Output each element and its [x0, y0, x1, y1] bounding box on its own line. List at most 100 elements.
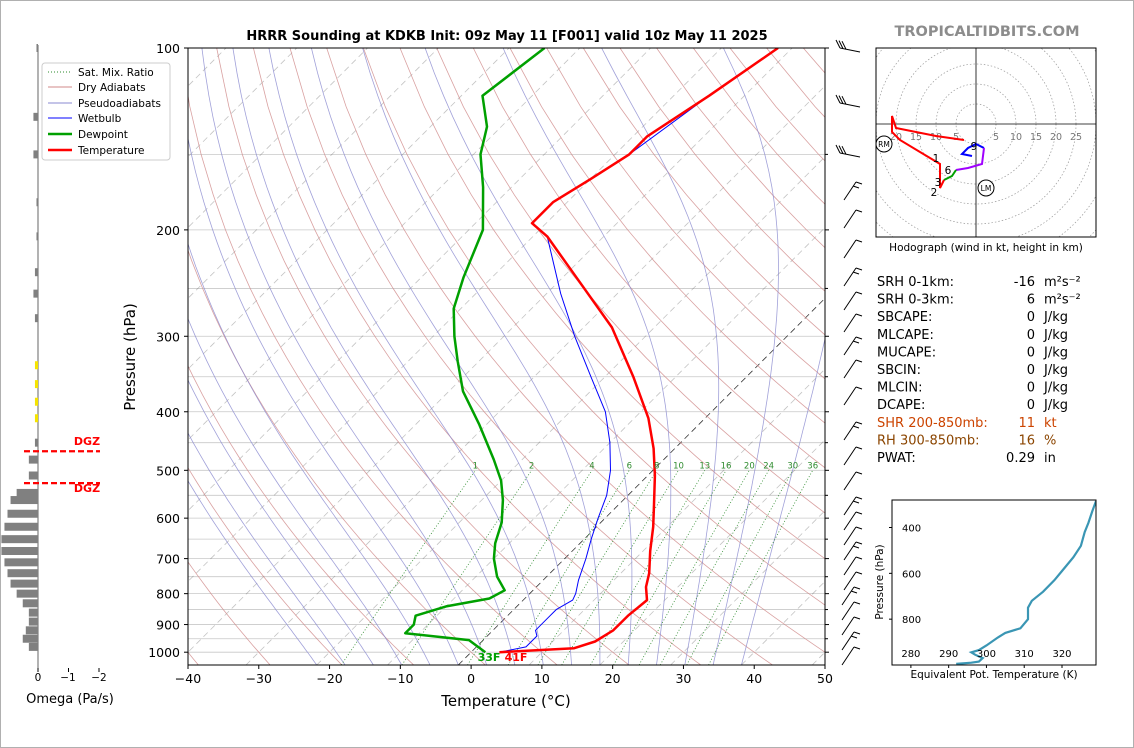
pseudoadiabat: [188, 480, 318, 665]
index-label: RH 300-850mb:: [877, 433, 980, 448]
wind-barb: [841, 631, 861, 651]
index-value: 0: [1027, 381, 1035, 396]
pseudoadiabat: [188, 317, 403, 665]
y-tick-label: 600: [156, 511, 180, 526]
mixing-ratio-line: [708, 470, 814, 665]
theta-e-ylabel: Pressure (hPa): [874, 544, 886, 619]
pseudoadiabat: [712, 48, 779, 665]
skewt-legend: Sat. Mix. Ratio Dry Adiabats Pseudoadiab…: [41, 62, 171, 161]
pseudoadiabat: [188, 136, 459, 665]
omega-bar: [4, 558, 38, 567]
hodograph-ring-label: 10: [930, 132, 942, 143]
omega-bar: [1, 535, 38, 544]
wind-barb: [843, 209, 863, 229]
wind-barb: [843, 386, 863, 406]
index-label: SHR 200-850mb:: [877, 416, 988, 431]
legend-label: Temperature: [77, 145, 145, 157]
omega-xtick: −1: [60, 672, 75, 684]
mixing-ratio-label: 4: [589, 461, 594, 471]
omega-bar: [34, 438, 38, 447]
hodograph-caption: Hodograph (wind in kt, height in km): [889, 242, 1083, 254]
y-tick-label: 900: [156, 618, 180, 633]
omega-bar: [28, 617, 38, 626]
theta-e-profile: [956, 500, 1096, 665]
omega-bar: [1, 546, 38, 555]
wind-barb: [843, 421, 863, 441]
wind-barb: [843, 291, 863, 311]
index-value: 6: [1027, 293, 1035, 308]
omega-bar: [16, 589, 38, 598]
dewpoint-profile: [403, 48, 546, 654]
wind-barb: [835, 144, 861, 158]
hodograph-height-label: 3: [935, 177, 942, 189]
index-unit: m²s⁻²: [1044, 293, 1081, 308]
mixing-ratio-label: 13: [699, 461, 710, 471]
pseudoadiabat: [362, 48, 601, 665]
isotherm: [458, 297, 825, 665]
dry-adiabat: [188, 249, 486, 665]
isotherm: [245, 85, 825, 665]
dry-adiabat: [326, 48, 825, 653]
y-tick-label: 1000: [148, 645, 180, 660]
hodograph-height-label: 6: [945, 165, 952, 177]
hodograph-ring-label: 20: [890, 132, 902, 143]
pseudoadiabat: [502, 48, 672, 665]
y-tick-label: 400: [156, 405, 180, 420]
index-unit: J/kg: [1043, 310, 1068, 325]
dry-adiabat: [216, 48, 630, 665]
index-unit: J/kg: [1043, 328, 1068, 343]
legend-label: Sat. Mix. Ratio: [78, 67, 154, 79]
index-unit: kt: [1044, 416, 1057, 431]
index-label: SRH 0-3km:: [877, 293, 954, 308]
index-value: 0: [1027, 310, 1035, 325]
index-unit: m²s⁻²: [1044, 275, 1081, 290]
x-tick-label: 0: [467, 671, 475, 686]
skewt-background-lines: [188, 48, 825, 665]
pseudoadiabat: [424, 48, 633, 665]
omega-bar: [28, 608, 38, 617]
omega-bar: [16, 488, 38, 497]
mixing-ratio-line: [561, 470, 679, 665]
dry-adiabat: [472, 48, 825, 469]
omega-bar: [10, 496, 39, 505]
y-tick-label: 200: [156, 223, 180, 238]
omega-xtick: −2: [91, 672, 106, 684]
omega-xlabel: Omega (Pa/s): [26, 692, 114, 707]
wind-barb: [843, 471, 863, 491]
index-value: 0.29: [1006, 451, 1035, 466]
x-tick-label: 20: [605, 671, 621, 686]
omega-bar: [22, 634, 38, 643]
theta-e-frame: [891, 499, 1097, 666]
hodograph-ring-label: 20: [1050, 132, 1062, 143]
index-value: 0: [1027, 363, 1035, 378]
index-label: PWAT:: [877, 451, 916, 466]
omega-bar: [4, 522, 38, 531]
x-tick-label: −40: [175, 671, 201, 686]
wind-barb: [843, 496, 863, 516]
omega-bar: [28, 471, 38, 480]
theta-e-xtick: 280: [901, 649, 920, 660]
wind-barb: [843, 313, 863, 333]
omega-xtick: 0: [35, 672, 42, 684]
mixing-ratio-line: [638, 470, 750, 665]
x-tick-label: 10: [534, 671, 550, 686]
pseudoadiabat: [268, 48, 544, 665]
mixing-ratio-line: [613, 470, 727, 665]
omega-bar: [33, 150, 38, 159]
dry-adiabat: [289, 48, 773, 665]
dgz-label-bottom: DGZ: [74, 482, 100, 495]
dry-adiabat: [399, 48, 825, 560]
pseudoadiabat: [188, 432, 346, 665]
mixing-ratio-line: [686, 470, 794, 665]
mixing-ratio-label: 36: [807, 461, 818, 471]
brand-watermark: TROPICALTIDBITS.COM: [894, 24, 1079, 40]
omega-bar: [34, 361, 38, 370]
x-tick-label: 50: [817, 671, 833, 686]
omega-bar: [36, 232, 38, 241]
omega-bar: [33, 289, 38, 298]
wind-barb: [841, 601, 861, 621]
index-label: SRH 0-1km:: [877, 275, 954, 290]
surface-dewpoint-label: 33F: [478, 651, 501, 664]
mixing-ratio-label: 24: [763, 461, 774, 471]
